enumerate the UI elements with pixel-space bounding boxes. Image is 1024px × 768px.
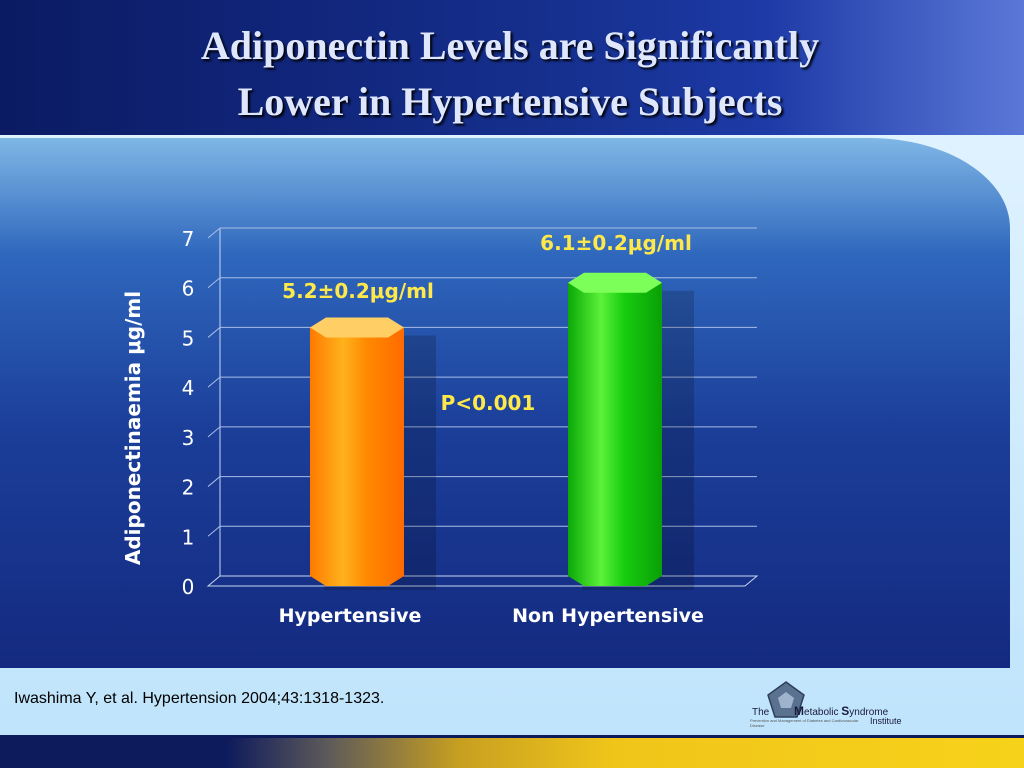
y-axis-label: Adiponectinaemia μg/ml: [121, 291, 145, 565]
logo-pre: The: [752, 707, 770, 718]
bar-non-hypertensive: [568, 272, 694, 590]
y-tick-label: 2: [182, 476, 195, 500]
gridline-side: [207, 227, 221, 239]
logo-name: The Metabolic Syndrome: [752, 704, 888, 718]
data-label-hypertensive: 5.2±0.2μg/ml: [282, 279, 434, 303]
chart-background: [0, 138, 1010, 668]
y-tick-label: 7: [182, 227, 195, 251]
y-tick-label: 0: [182, 575, 195, 599]
citation: Iwashima Y, et al. Hypertension 2004;43:…: [14, 690, 385, 707]
gridline-side: [207, 327, 221, 338]
title-line-2: Lower in Hypertensive Subjects: [237, 79, 783, 124]
data-label-non-hypertensive: 6.1±0.2μg/ml: [540, 231, 692, 255]
title-line-1: Adiponectin Levels are Significantly: [200, 23, 820, 68]
logo-institute: Institute: [870, 716, 902, 726]
logo-letter-m: M: [794, 704, 805, 718]
institute-logo: The Metabolic Syndrome Prevention and Ma…: [746, 680, 926, 732]
y-tick-label: 5: [182, 326, 195, 350]
logo-word-1: etabolic: [804, 707, 842, 718]
slide-title: Adiponectin Levels are Significantly Low…: [60, 18, 960, 130]
p-value-annotation: P<0.001: [441, 391, 536, 415]
footer-band: [0, 738, 1024, 768]
chart-floor: [206, 575, 759, 587]
y-tick-label: 3: [182, 426, 195, 450]
y-tick-label: 1: [182, 525, 195, 549]
x-label-non-hypertensive: Non Hypertensive: [512, 605, 704, 627]
bar-hypertensive-top: [310, 317, 404, 338]
gridline-side: [207, 277, 221, 289]
gridline-side: [207, 376, 221, 388]
gridline-side: [207, 426, 221, 438]
title-band: [0, 0, 1024, 135]
gridline-side: [207, 476, 221, 487]
y-tick-label: 6: [182, 277, 195, 301]
x-label-hypertensive: Hypertensive: [279, 605, 422, 627]
pentagon-logo-icon: [767, 681, 805, 718]
logo-word-2: yndrome: [849, 707, 889, 718]
y-tick-label: 4: [182, 376, 195, 400]
gridline-side: [207, 525, 221, 537]
logo-letter-s: S: [841, 704, 850, 718]
bar-non-hypertensive-body: [568, 282, 662, 586]
bar-hypertensive-body: [310, 327, 404, 586]
logo-tagline: Prevention and Management of Diabetes an…: [750, 718, 859, 728]
bar-non-hypertensive-top: [568, 272, 662, 293]
bar-hypertensive: [310, 317, 436, 590]
